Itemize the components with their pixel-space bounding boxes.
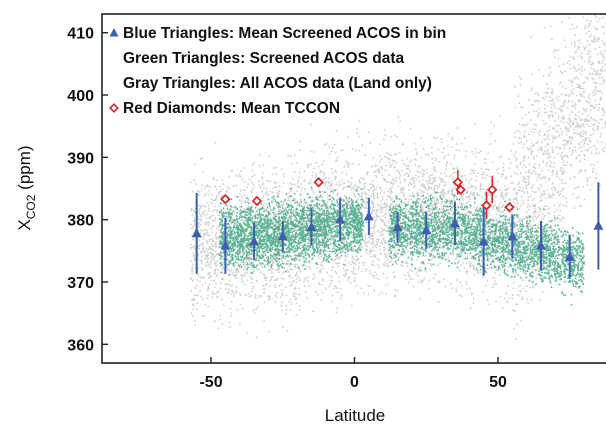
x-tick-label: 50 — [489, 374, 507, 391]
green-cloud-points — [218, 183, 586, 306]
x-tick-label: -50 — [199, 374, 222, 391]
axis-ticks: 360 370 380 390 400 410 -50 0 50 — [67, 26, 507, 391]
blue-mean-point — [536, 240, 546, 250]
red-tccon-point — [504, 201, 515, 213]
y-tick-label: 380 — [67, 213, 94, 230]
blue-mean-point — [249, 235, 260, 246]
legend-entry: Red Diamonds: Mean TCCON — [123, 100, 340, 117]
y-tick-label: 410 — [67, 26, 94, 43]
legend-marker — [109, 28, 119, 37]
blue-mean-point — [564, 251, 575, 261]
y-tick-label: 370 — [67, 275, 94, 292]
y-axis-label-unit: (ppm) — [15, 145, 34, 194]
red-tccon-point — [251, 195, 263, 207]
y-tick-label: 390 — [67, 150, 94, 167]
blue-mean-point — [449, 217, 460, 228]
blue-mean-point — [421, 224, 432, 235]
blue-mean-point — [191, 227, 202, 238]
x-tick-label: 0 — [350, 374, 359, 391]
blue-mean-point — [306, 221, 317, 231]
blue-mean-point — [507, 230, 518, 241]
red-tccon-point — [452, 176, 464, 188]
red-tccon-point — [455, 184, 466, 196]
y-axis-label-main: X — [15, 219, 34, 230]
blue-mean-point — [335, 214, 346, 224]
chart-marks — [191, 169, 604, 279]
red-tccon-point — [220, 193, 231, 205]
blue-mean-point — [392, 221, 403, 231]
legend-entry: Gray Triangles: All ACOS data (Land only… — [123, 75, 432, 92]
y-axis-label: XCO2 (ppm) — [15, 145, 38, 230]
blue-mean-point — [478, 235, 489, 246]
blue-mean-point — [220, 240, 231, 250]
legend-entry: Green Triangles: Screened ACOS data — [123, 50, 404, 67]
green-scatter-cloud — [218, 183, 586, 306]
y-tick-label: 360 — [67, 337, 94, 354]
legend-entry: Blue Triangles: Mean Screened ACOS in bi… — [123, 25, 446, 42]
red-tccon-point — [313, 176, 324, 188]
red-tccon-point — [481, 200, 492, 211]
legend: Blue Triangles: Mean Screened ACOS in bi… — [109, 25, 446, 117]
red-tccon-point — [486, 184, 498, 196]
x-axis-label: Latitude — [325, 406, 386, 425]
blue-mean-point — [593, 220, 604, 230]
legend-marker — [109, 103, 119, 113]
blue-mean-point — [363, 211, 374, 221]
y-axis-label-sub: CO2 — [24, 194, 38, 219]
y-tick-label: 400 — [67, 88, 94, 105]
blue-mean-point — [277, 230, 288, 241]
